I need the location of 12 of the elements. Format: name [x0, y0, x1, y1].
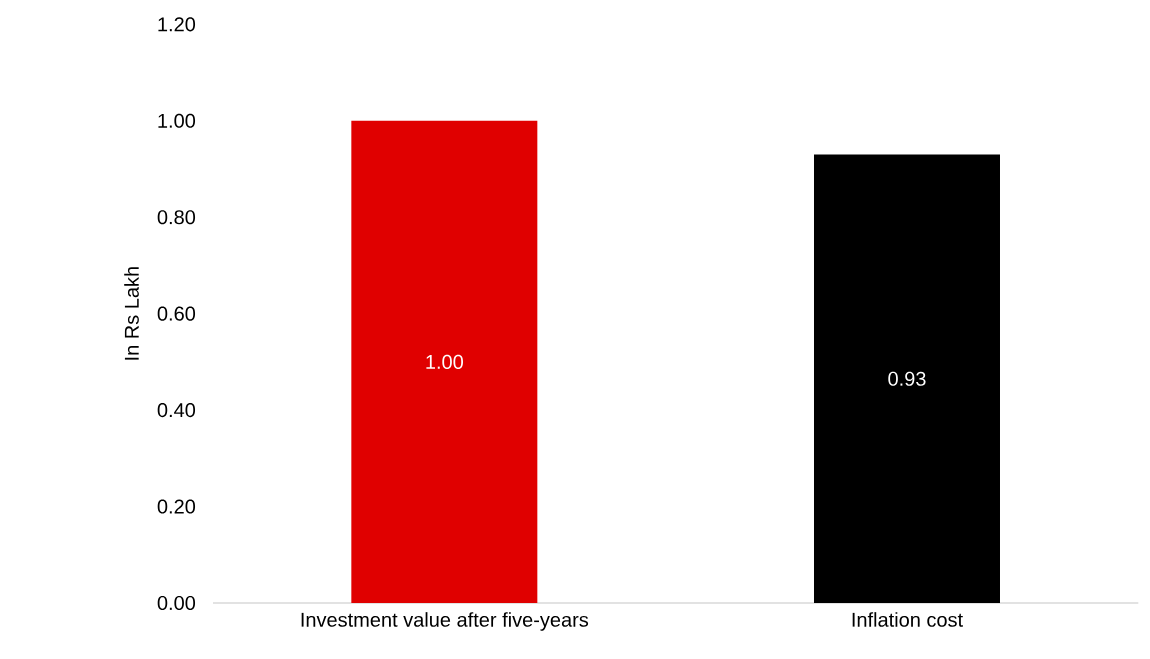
x-tick-label: Inflation cost	[852, 612, 963, 627]
data-label: 1.00	[426, 354, 463, 369]
y-tick-label: 0.60	[157, 306, 196, 321]
y-tick-label: 0.40	[157, 403, 196, 418]
y-tick-label: 1.20	[158, 17, 196, 32]
y-tick-label: 0.00	[157, 595, 196, 611]
y-axis-title: In Rs Lakh	[124, 267, 139, 360]
x-tick-label: Investment value after five-years	[301, 612, 589, 631]
data-label: 0.93	[888, 371, 926, 386]
y-tick-label: 1.00	[158, 113, 196, 128]
y-tick-label: 0.20	[157, 499, 196, 514]
y-tick-label: 0.80	[157, 210, 196, 225]
